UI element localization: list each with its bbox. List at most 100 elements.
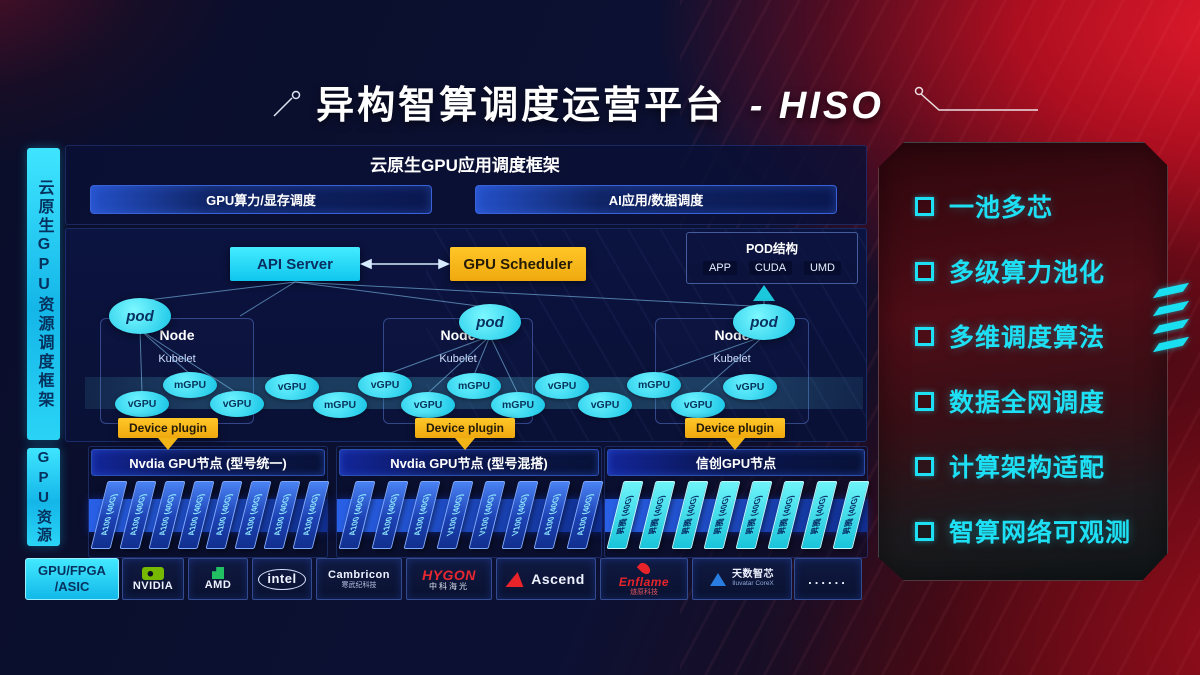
device-plugin-arrow-icon <box>725 438 745 450</box>
vendor-logo-hygon: HYGON 中科海光 <box>406 558 492 600</box>
vendor-subtitle: 中科海光 <box>429 581 469 591</box>
square-bullet-icon <box>915 392 934 411</box>
gpu-group-header: 信创GPU节点 <box>607 449 865 476</box>
vendor-name: HYGON <box>422 566 476 583</box>
sidebar-gpu-resource-label: GPU资源 <box>27 448 60 546</box>
pod-struct-item: UMD <box>803 261 842 275</box>
amd-logo-icon <box>212 567 224 579</box>
pod-ellipse-3: pod <box>733 304 795 340</box>
page-title-en: - HISO <box>749 85 884 127</box>
vendor-name: 天数智芯 <box>732 569 774 581</box>
ascend-logo-icon <box>505 571 527 587</box>
vendor-logo-iluvatar: 天数智芯 Iluvatar CoreX <box>692 558 792 600</box>
title-left-circuit-icon <box>273 90 301 117</box>
gpu-group-header: Nvdia GPU节点 (型号统一) <box>91 449 325 476</box>
gpu-card-area: A100 (40G) A100 (40G) A100 (40G) V100 (40G)… <box>337 477 604 555</box>
feature-item: 多级算力池化 <box>915 254 1105 288</box>
page-title-zh: 异构智算调度运营平台 <box>316 85 727 127</box>
gpu-group-mixed: Nvdia GPU节点 (型号混搭) A100 (40G) A100 (40G) A… <box>336 446 604 558</box>
feature-label: 多级算力池化 <box>949 259 1106 287</box>
feature-item: 多维调度算法 <box>915 319 1105 353</box>
device-plugin-3: Device plugin <box>685 418 785 438</box>
sidebar-hardware-label: GPU/FPGA /ASIC <box>25 558 119 600</box>
feature-label: 智算网络可观测 <box>949 519 1132 547</box>
vendor-subtitle: 寒武纪科技 <box>341 581 377 589</box>
gpu-card-area: A100 (40G) A100 (40G) A100 (40G) A100 (40G)… <box>89 477 330 555</box>
vendor-name: intel <box>258 568 306 590</box>
vendor-name: Ascend <box>531 571 585 587</box>
pod-struct-box: POD结构 APP CUDA UMD <box>686 232 858 284</box>
vendor-logo-cambricon: Cambricon 寒武纪科技 <box>316 558 402 600</box>
gpu-slice-oval: vGPU <box>401 392 455 418</box>
gpu-group-header: Nvdia GPU节点 (型号混搭) <box>339 449 599 476</box>
device-plugin-arrow-icon <box>455 438 475 450</box>
pod-struct-item: APP <box>702 261 737 275</box>
gpu-slice-oval: vGPU <box>535 373 589 399</box>
square-bullet-icon <box>915 197 934 216</box>
gpu-slice-oval: vGPU <box>265 374 319 400</box>
feature-label: 多维调度算法 <box>949 324 1106 352</box>
page-title: 异构智算调度运营平台 - HISO <box>0 74 1200 129</box>
gpu-slice-oval: mGPU <box>447 373 501 399</box>
gpu-slice-oval: vGPU <box>115 391 169 417</box>
framework-title: 云原生GPU应用调度框架 <box>370 156 560 175</box>
nvidia-logo-icon <box>142 566 164 580</box>
hazard-stripes-icon <box>1150 282 1196 396</box>
vendor-name: Cambricon <box>328 568 390 581</box>
gpu-slice-oval: mGPU <box>627 372 681 398</box>
square-bullet-icon <box>915 327 934 346</box>
feature-item: 计算架构适配 <box>915 449 1105 483</box>
gpu-slice-oval: vGPU <box>358 372 412 398</box>
square-bullet-icon <box>915 262 934 281</box>
vendor-logo-nvidia: NVIDIA <box>122 558 184 600</box>
gpu-group-uniform: Nvdia GPU节点 (型号统一) A100 (40G) A100 (40G) A… <box>88 446 330 558</box>
enflame-logo-icon <box>636 560 652 577</box>
vendor-subtitle: 燧原科技 <box>630 589 658 596</box>
vendor-logo-ascend: Ascend <box>496 558 596 600</box>
feature-item: 一池多芯 <box>915 189 1053 223</box>
pod-ellipse-1: pod <box>109 298 171 334</box>
vendor-name: Enflame <box>618 575 670 589</box>
feature-label: 数据全网调度 <box>949 389 1106 417</box>
pod-ellipse-2: pod <box>459 304 521 340</box>
pod-struct-items: APP CUDA UMD <box>687 257 857 275</box>
pod-struct-item: CUDA <box>748 261 793 275</box>
vendor-logo-enflame: Enflame 燧原科技 <box>600 558 688 600</box>
kubelet-label: Kubelet <box>713 353 751 365</box>
gpu-slice-oval: vGPU <box>723 374 777 400</box>
feature-item: 数据全网调度 <box>915 384 1105 418</box>
feature-item: 智算网络可观测 <box>915 514 1131 548</box>
kubelet-label: Kubelet <box>158 353 196 365</box>
pod-struct-title: POD结构 <box>745 242 799 256</box>
feature-label: 一池多芯 <box>949 194 1054 222</box>
gpu-slice-oval: mGPU <box>313 392 367 418</box>
framework-bar-compute: GPU算力/显存调度 <box>90 185 432 214</box>
vendor-name: NVIDIA <box>132 579 174 592</box>
sidebar-framework-label: 云原生GPU资源调度框架 <box>27 148 60 440</box>
square-bullet-icon <box>915 457 934 476</box>
vendor-logo-more: ...... <box>794 558 862 600</box>
vendor-name: AMD <box>204 579 232 591</box>
device-plugin-1: Device plugin <box>118 418 218 438</box>
gpu-scheduler-box: GPU Scheduler <box>450 247 586 281</box>
square-bullet-icon <box>915 522 934 541</box>
gpu-group-xinchuang: 信创GPU节点 昇腾 (40G) 昇腾 (40G) 昇腾 (40G) 昇腾 (40G)… <box>604 446 870 558</box>
gpu-slice-oval: vGPU <box>210 391 264 417</box>
gpu-slice-oval: mGPU <box>163 372 217 398</box>
device-plugin-2: Device plugin <box>415 418 515 438</box>
gpu-slice-oval: mGPU <box>491 392 545 418</box>
feature-label: 计算架构适配 <box>949 454 1106 482</box>
vendor-subtitle: Iluvatar CoreX <box>732 580 774 588</box>
api-server-box: API Server <box>230 247 360 281</box>
kubelet-label: Kubelet <box>439 353 477 365</box>
iluvatar-logo-icon <box>710 572 726 586</box>
vendor-logo-amd: AMD <box>188 558 248 600</box>
gpu-slice-oval: vGPU <box>578 392 632 418</box>
vendor-name: ...... <box>808 571 848 587</box>
device-plugin-arrow-icon <box>158 438 178 450</box>
feature-panel: 一池多芯多级算力池化 多维调度算法 数据全网调度 计算架构适配 智算网络可观测 <box>878 142 1168 581</box>
gpu-slice-oval: vGPU <box>671 392 725 418</box>
framework-bar-ai: AI应用/数据调度 <box>475 185 837 214</box>
gpu-card-area: 昇腾 (40G) 昇腾 (40G) 昇腾 (40G) 昇腾 (40G) 昇腾 (40G)… <box>605 477 870 555</box>
